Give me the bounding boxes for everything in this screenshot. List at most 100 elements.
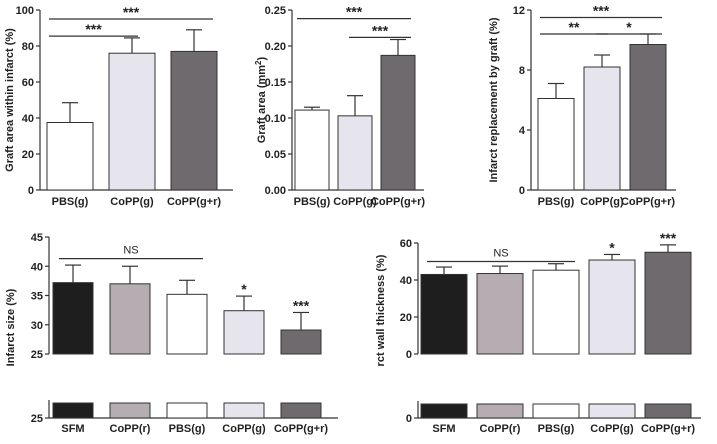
bar xyxy=(644,251,692,355)
chart-d: 25 30 35 40 45 SFM CoPP(r) PBS(g) * CoPP(g) *** CoP… xyxy=(5,232,338,435)
bar xyxy=(109,283,151,355)
bar-base xyxy=(52,402,94,419)
significance-label: *** xyxy=(593,3,610,19)
y-tick-label: 60 xyxy=(400,238,412,250)
y-tick-label-base: 25 xyxy=(31,413,43,425)
bar xyxy=(170,50,218,191)
bar xyxy=(537,98,575,191)
significance-label: ** xyxy=(569,19,580,35)
y-tick-label: 30 xyxy=(31,320,43,332)
x-tick-label: CoPP(g) xyxy=(110,196,154,208)
bar-base xyxy=(476,403,524,419)
bar xyxy=(337,115,373,191)
y-tick-label: 20 xyxy=(400,312,412,324)
y-tick-label: 4 xyxy=(519,125,526,137)
y-axis-label-superscript: 2 xyxy=(254,60,263,65)
x-tick-label: PBS(g) xyxy=(294,196,331,208)
x-tick-label: CoPP(g) xyxy=(580,196,624,208)
chart-e: 0 20 40 60 SFM CoPP(r) PBS(g) * CoPP(g) *** CoPP(g… xyxy=(375,230,701,435)
x-tick-label: CoPP(g+r) xyxy=(641,423,695,435)
y-tick-label: 45 xyxy=(31,232,43,244)
ns-label: NS xyxy=(493,248,508,260)
bar-base xyxy=(280,402,322,419)
y-tick-label: 40 xyxy=(22,113,34,125)
y-tick-label-base: 0 xyxy=(406,413,412,425)
y-tick-label: 40 xyxy=(31,261,43,273)
y-tick-label: 25 xyxy=(31,349,43,361)
significance-label: *** xyxy=(85,21,102,37)
y-tick-label: 0 xyxy=(519,185,525,197)
significance-label: *** xyxy=(123,4,140,20)
significance-label: * xyxy=(626,19,632,35)
bar xyxy=(476,273,524,355)
bar-base xyxy=(223,402,265,419)
bar xyxy=(629,44,667,191)
y-tick-label: 60 xyxy=(22,77,34,89)
significance-label: *** xyxy=(372,22,389,38)
bar xyxy=(280,329,322,355)
x-tick-label: PBS(g) xyxy=(169,423,206,435)
y-tick-label: 35 xyxy=(31,291,43,303)
bar xyxy=(52,282,94,355)
y-tick-label: 40 xyxy=(400,275,412,287)
x-tick-label: CoPP(g+r) xyxy=(167,196,221,208)
bar xyxy=(420,273,468,355)
bar xyxy=(223,310,265,355)
bar xyxy=(108,52,156,191)
y-tick-label: 0.05 xyxy=(265,149,286,161)
y-tick-label: 8 xyxy=(519,65,525,77)
bar xyxy=(46,122,94,191)
x-tick-label: SFM xyxy=(61,423,84,435)
bar-base xyxy=(109,402,151,419)
bar xyxy=(294,109,330,191)
bar xyxy=(166,293,208,355)
y-axis-label-end: ) xyxy=(256,56,268,60)
y-axis-label: Infarct replacement by graft (%) xyxy=(488,17,500,182)
significance-star: *** xyxy=(293,297,310,313)
significance-star: * xyxy=(241,281,247,297)
y-tick-label: 0.15 xyxy=(265,77,286,89)
y-tick-label: 0.25 xyxy=(265,5,286,17)
significance-star: * xyxy=(609,239,615,255)
significance-star: *** xyxy=(660,230,677,246)
y-tick-label: 100 xyxy=(16,5,34,17)
bar-base xyxy=(532,403,580,419)
x-tick-label: PBS(g) xyxy=(538,423,575,435)
x-tick-label: CoPP(g) xyxy=(590,423,634,435)
x-tick-label: CoPP(g) xyxy=(222,423,266,435)
bar xyxy=(532,269,580,355)
x-tick-label: CoPP(g+r) xyxy=(621,196,675,208)
significance-label: *** xyxy=(346,4,363,20)
y-tick-label: 80 xyxy=(22,41,34,53)
y-axis-label: Infarct size (%) xyxy=(5,288,17,366)
chart-b: 0.00 0.05 0.10 0.15 0.20 0.25 PBS(g) CoPP(g)CoP… xyxy=(254,4,426,208)
x-tick-label: CoPP(g) xyxy=(333,196,377,208)
x-tick-label: PBS(g) xyxy=(538,196,575,208)
y-axis-label: Graft area within infarct (%) xyxy=(4,28,16,172)
y-tick-label: 12 xyxy=(513,5,525,17)
y-tick-label: 0.10 xyxy=(265,113,286,125)
x-tick-label: CoPP(g+r) xyxy=(274,423,328,435)
y-tick-label: 20 xyxy=(22,149,34,161)
ns-label: NS xyxy=(123,245,138,257)
y-tick-label: 0 xyxy=(406,349,412,361)
bar xyxy=(583,66,621,191)
bar-base xyxy=(588,403,636,419)
bar-base xyxy=(420,403,468,419)
chart-a: 0 20 40 60 80 100 PBS(g) CoPP(g) CoPP(g+r) *** ***… xyxy=(4,4,233,208)
y-axis-label: rct wall thickness (%) xyxy=(375,254,387,366)
x-tick-label: CoPP(r) xyxy=(110,423,151,435)
y-axis-label: Graft area (mm2) xyxy=(254,56,269,143)
x-tick-label: PBS(g) xyxy=(52,196,89,208)
x-tick-label: SFM xyxy=(432,423,455,435)
x-tick-label: CoPP(r) xyxy=(480,423,521,435)
y-tick-label: 0.20 xyxy=(265,41,286,53)
x-tick-label: CoPP(g+r) xyxy=(371,196,425,208)
bar-base xyxy=(644,403,692,419)
bar-base xyxy=(166,402,208,419)
bar xyxy=(380,54,416,191)
y-tick-label: 0 xyxy=(28,185,34,197)
y-tick-label: 0.00 xyxy=(265,185,286,197)
